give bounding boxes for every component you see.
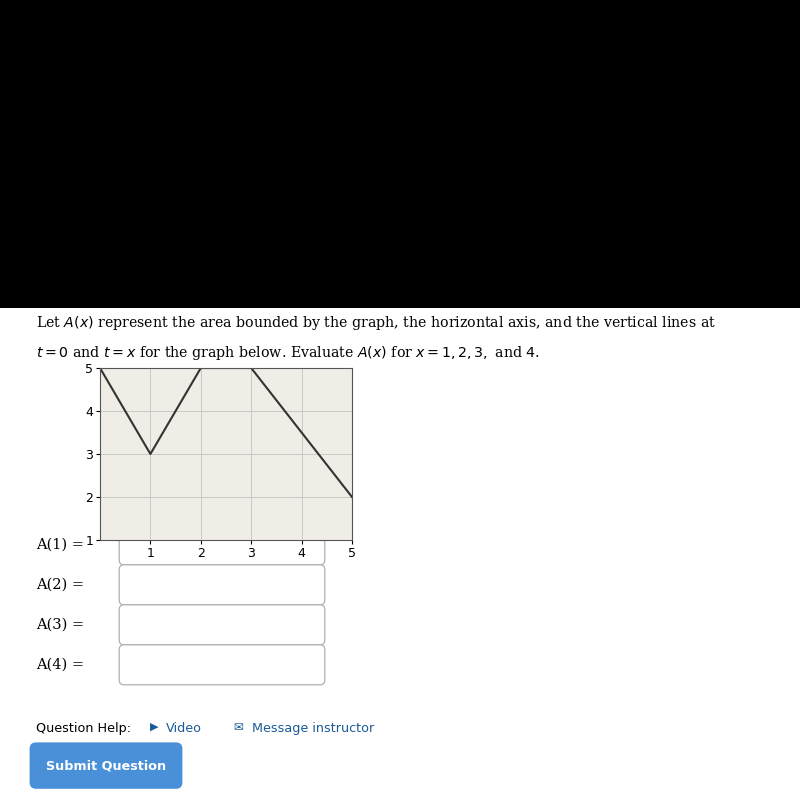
Bar [0,0,800,308]
Text: ▶: ▶ [150,722,159,731]
FancyBboxPatch shape [30,742,182,789]
Text: A(2) =: A(2) = [36,578,84,592]
Text: Calculator: Calculator [54,755,120,768]
FancyBboxPatch shape [119,525,325,565]
FancyBboxPatch shape [119,645,325,685]
Text: Submit Question: Submit Question [46,759,166,772]
Text: Video: Video [166,722,202,734]
Text: ✉: ✉ [234,722,243,734]
Text: $t = 0$ and $t = x$ for the graph below. Evaluate $A(x)$ for $x = 1, 2, 3,$ and : $t = 0$ and $t = x$ for the graph below.… [36,344,540,362]
Text: A(3) =: A(3) = [36,618,84,632]
Text: A(1) =: A(1) = [36,538,84,552]
Text: ☑: ☑ [36,755,47,768]
Text: A(4) =: A(4) = [36,658,84,672]
FancyBboxPatch shape [119,605,325,645]
Text: Let $A(x)$ represent the area bounded by the graph, the horizontal axis, and the: Let $A(x)$ represent the area bounded by… [36,314,716,331]
Text: Message instructor: Message instructor [252,722,374,734]
Bar [0,308,800,800]
Text: Question Help:: Question Help: [36,722,131,734]
FancyBboxPatch shape [119,565,325,605]
